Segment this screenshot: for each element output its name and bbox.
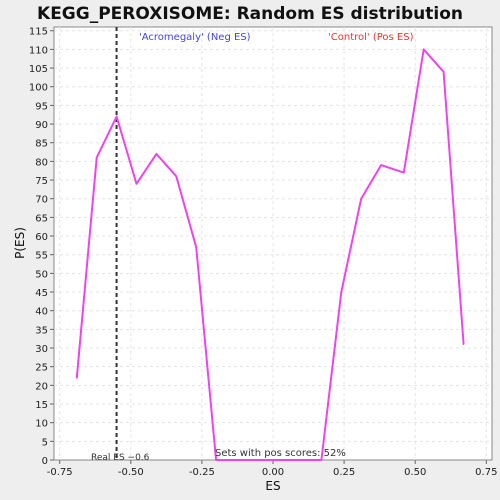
y-tick-label: 10 bbox=[35, 419, 48, 430]
x-tick-label: 0.50 bbox=[404, 467, 426, 478]
x-tick-label: 0.00 bbox=[262, 467, 284, 478]
series-layer bbox=[75, 48, 465, 461]
data-point bbox=[115, 115, 118, 118]
data-point bbox=[75, 377, 78, 379]
y-tick-label: 110 bbox=[29, 45, 48, 56]
y-tick-label: 85 bbox=[35, 139, 48, 150]
y-tick-label: 25 bbox=[35, 363, 48, 374]
data-point bbox=[277, 459, 280, 461]
data-point bbox=[462, 343, 465, 346]
x-tick-label: -0.50 bbox=[118, 467, 144, 478]
data-point bbox=[340, 291, 343, 293]
data-point bbox=[320, 459, 323, 461]
data-point bbox=[175, 175, 178, 178]
y-tick-label: 15 bbox=[35, 400, 48, 411]
y-tick-label: 100 bbox=[29, 83, 48, 94]
y-tick-label: 90 bbox=[35, 120, 48, 131]
y-tick-label: 50 bbox=[35, 269, 48, 280]
annotation-neg-es: 'Acromegaly' (Neg ES) bbox=[139, 32, 251, 43]
x-tick-label: -0.25 bbox=[189, 467, 215, 478]
y-tick-label: 45 bbox=[35, 288, 48, 299]
real-es-label: Real ES −0.6 bbox=[91, 453, 150, 463]
data-point bbox=[215, 459, 217, 461]
data-point bbox=[422, 48, 425, 51]
chart-title: KEGG_PEROXISOME: Random ES distribution bbox=[37, 4, 463, 24]
data-point bbox=[195, 246, 198, 249]
data-point bbox=[403, 171, 405, 174]
y-tick-label: 80 bbox=[35, 157, 48, 168]
data-point bbox=[255, 459, 257, 461]
annotation-pos-scores: Sets with pos scores: 52% bbox=[215, 448, 346, 459]
x-axis-label: ES bbox=[265, 479, 280, 493]
x-axis: -0.75 -0.50 -0.25 0.00 0.25 0.50 0.75 bbox=[47, 460, 497, 478]
y-tick-label: 55 bbox=[35, 251, 48, 262]
data-point bbox=[235, 459, 237, 461]
y-tick-label: 35 bbox=[35, 325, 48, 336]
y-tick-label: 30 bbox=[35, 344, 48, 355]
y-tick-label: 40 bbox=[35, 307, 48, 318]
y-tick-label: 70 bbox=[35, 195, 48, 206]
data-point bbox=[380, 164, 382, 166]
data-point bbox=[135, 182, 138, 185]
data-point bbox=[442, 70, 445, 73]
y-tick-label: 5 bbox=[42, 437, 48, 448]
y-tick-label: 95 bbox=[35, 101, 48, 112]
y-tick-label: 60 bbox=[35, 232, 48, 243]
data-point bbox=[155, 153, 158, 155]
x-tick-label: -0.75 bbox=[47, 467, 73, 478]
data-point bbox=[95, 156, 98, 159]
y-tick-label: 115 bbox=[29, 27, 48, 38]
data-point bbox=[360, 197, 362, 200]
y-tick-label: 20 bbox=[35, 381, 48, 392]
x-tick-label: 0.75 bbox=[475, 467, 497, 478]
y-axis: 0 5 10 15 20 25 30 35 40 45 50 55 60 65 70 75 80 85 90 95 10… bbox=[29, 27, 54, 467]
annotation-pos-es: 'Control' (Pos ES) bbox=[328, 32, 414, 43]
y-axis-label: P(ES) bbox=[13, 227, 27, 259]
x-tick-label: 0.25 bbox=[333, 467, 355, 478]
y-tick-label: 65 bbox=[35, 213, 48, 224]
data-point bbox=[297, 459, 300, 461]
y-tick-label: 105 bbox=[29, 64, 48, 75]
series-line bbox=[75, 48, 465, 461]
y-tick-label: 0 bbox=[42, 456, 48, 467]
grid bbox=[54, 27, 492, 460]
y-tick-label: 75 bbox=[35, 176, 48, 187]
